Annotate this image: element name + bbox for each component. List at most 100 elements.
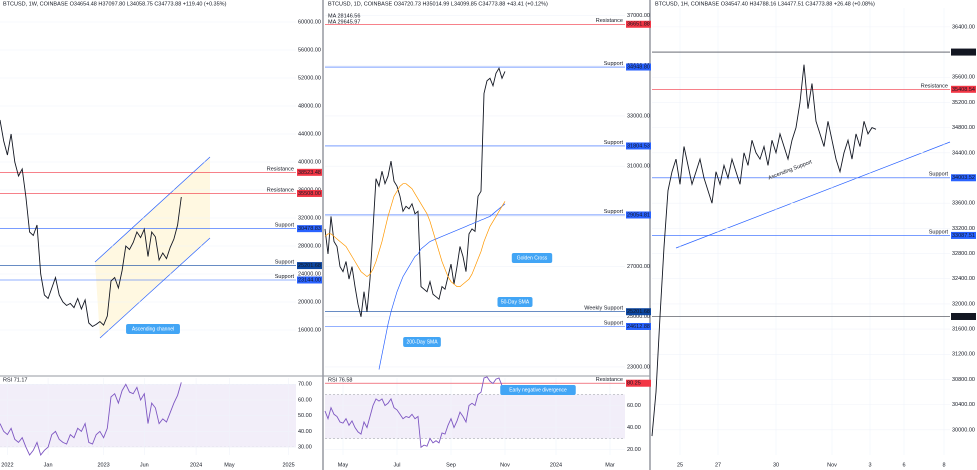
x-tick-label: 2023 (97, 462, 109, 468)
level-name: Support (929, 172, 949, 178)
y-tick-label: 32400.00 (952, 276, 975, 282)
series-legend: RSI 76.58 (328, 377, 352, 383)
y-tick-label: 50.00 (298, 413, 312, 419)
y-tick-label: 30000.00 (952, 427, 975, 433)
level-name: Support (604, 320, 624, 326)
x-tick-label: 2022 (1, 462, 13, 468)
level-name: Support (604, 209, 624, 215)
y-tick-label: 40.00 (298, 429, 312, 435)
y-tick-label: 52000.00 (298, 75, 321, 81)
annotation: Golden Cross (517, 255, 548, 261)
level-box (297, 276, 322, 284)
y-tick-label: 30.00 (298, 445, 312, 451)
level-box (297, 168, 322, 176)
x-tick-label: Mar (605, 462, 615, 468)
chart-title: BTCUSD, 1W, COINBASE O34654.48 H37097.80… (3, 1, 227, 7)
series-legend: RSI 71.17 (3, 377, 27, 383)
level-value: 24612.88 (627, 324, 650, 330)
x-tick-label: May (224, 462, 235, 468)
level-box (626, 308, 651, 316)
y-tick-label: 35600.00 (952, 75, 975, 81)
level-box (626, 63, 651, 71)
series-line (0, 119, 182, 328)
level-box (951, 312, 976, 320)
chart-title: BTCUSD, 1D, COINBASE O34720.73 H35014.99… (328, 1, 548, 7)
y-tick-label: 32000.00 (952, 301, 975, 307)
y-tick-label: 28000.00 (298, 243, 321, 249)
x-tick-label: 2024 (190, 462, 202, 468)
annotation: 50-Day SMA (501, 299, 530, 305)
y-tick-label: 60000.00 (298, 19, 321, 25)
level-box (626, 142, 651, 150)
series-legend: MA 28146.56 (328, 13, 360, 19)
channel-lower (99, 237, 211, 339)
y-tick-label: 33600.00 (952, 201, 975, 207)
y-tick-label: 60.00 (298, 397, 312, 403)
level-box (626, 20, 651, 28)
x-tick-label: 25 (677, 462, 683, 468)
annotation-box (126, 324, 180, 334)
y-tick-label: 30400.00 (952, 402, 975, 408)
y-tick-label: 60.00 (627, 403, 641, 409)
x-tick-label: Nov (827, 462, 837, 468)
level-box (626, 322, 651, 330)
y-tick-label: 35200.00 (952, 100, 975, 106)
y-tick-label: 44000.00 (298, 131, 321, 137)
x-tick-label: May (338, 462, 349, 468)
y-tick-label: 25000.00 (627, 314, 650, 320)
y-tick-label: 20.00 (627, 447, 641, 453)
level-box (951, 231, 976, 239)
annotation-box (403, 337, 441, 347)
level-name: Weekly Support (584, 306, 623, 312)
annotation-box (511, 253, 553, 263)
y-tick-label: 56000.00 (298, 47, 321, 53)
annotation: Ascending channel (132, 326, 174, 332)
y-tick-label: 70.00 (298, 382, 312, 388)
level-box (951, 174, 976, 182)
y-tick-label: 36400.00 (952, 24, 975, 30)
level-value: 30478.83 (298, 226, 321, 232)
x-tick-label: 2024 (550, 462, 562, 468)
x-tick-label: 3 (868, 462, 871, 468)
x-tick-label: 2025 (282, 462, 294, 468)
y-tick-label: 31000.00 (627, 164, 650, 170)
level-value: 31800.00 (952, 314, 975, 320)
annotation-box (500, 385, 576, 395)
y-tick-label: 27000.00 (627, 264, 650, 270)
y-tick-label: 48000.00 (298, 103, 321, 109)
level-name: Resistance (596, 377, 623, 383)
level-value: 25201.68 (627, 309, 650, 315)
level-box (951, 85, 976, 93)
support-trendline (675, 141, 951, 249)
y-tick-label: 34800.00 (952, 125, 975, 131)
level-value: 36000.00 (952, 50, 975, 56)
level-value: 36651.88 (627, 22, 650, 28)
y-tick-label: 33000.00 (627, 113, 650, 119)
level-box (297, 262, 322, 270)
x-tick-label: 30 (773, 462, 779, 468)
x-tick-label: 27 (715, 462, 721, 468)
y-tick-label: 23000.00 (627, 364, 650, 370)
level-value: 34948.80 (627, 64, 650, 70)
level-box (626, 379, 651, 387)
y-tick-label: 34400.00 (952, 150, 975, 156)
series-line (378, 203, 506, 370)
annotation: Early negative divergence (509, 387, 567, 393)
level-name: Support (604, 140, 624, 146)
series-line (324, 376, 506, 449)
level-name: Support (929, 229, 949, 235)
level-value: 33087.51 (952, 233, 975, 239)
x-tick-label: Jun (140, 462, 149, 468)
y-tick-label: 33200.00 (952, 226, 975, 232)
y-tick-label: 37000.00 (627, 13, 650, 19)
y-tick-label: 31200.00 (952, 352, 975, 358)
level-value: 80.25 (627, 381, 641, 387)
level-box (297, 225, 322, 233)
level-name: Resistance (921, 83, 948, 89)
level-name: Support (275, 260, 295, 266)
level-name: Resistance (267, 166, 294, 172)
chart-title: BTCUSD, 1H, COINBASE O34547.40 H34788.16… (655, 1, 875, 7)
level-value: 38523.48 (298, 170, 321, 176)
level-value: 29054.81 (627, 212, 650, 218)
